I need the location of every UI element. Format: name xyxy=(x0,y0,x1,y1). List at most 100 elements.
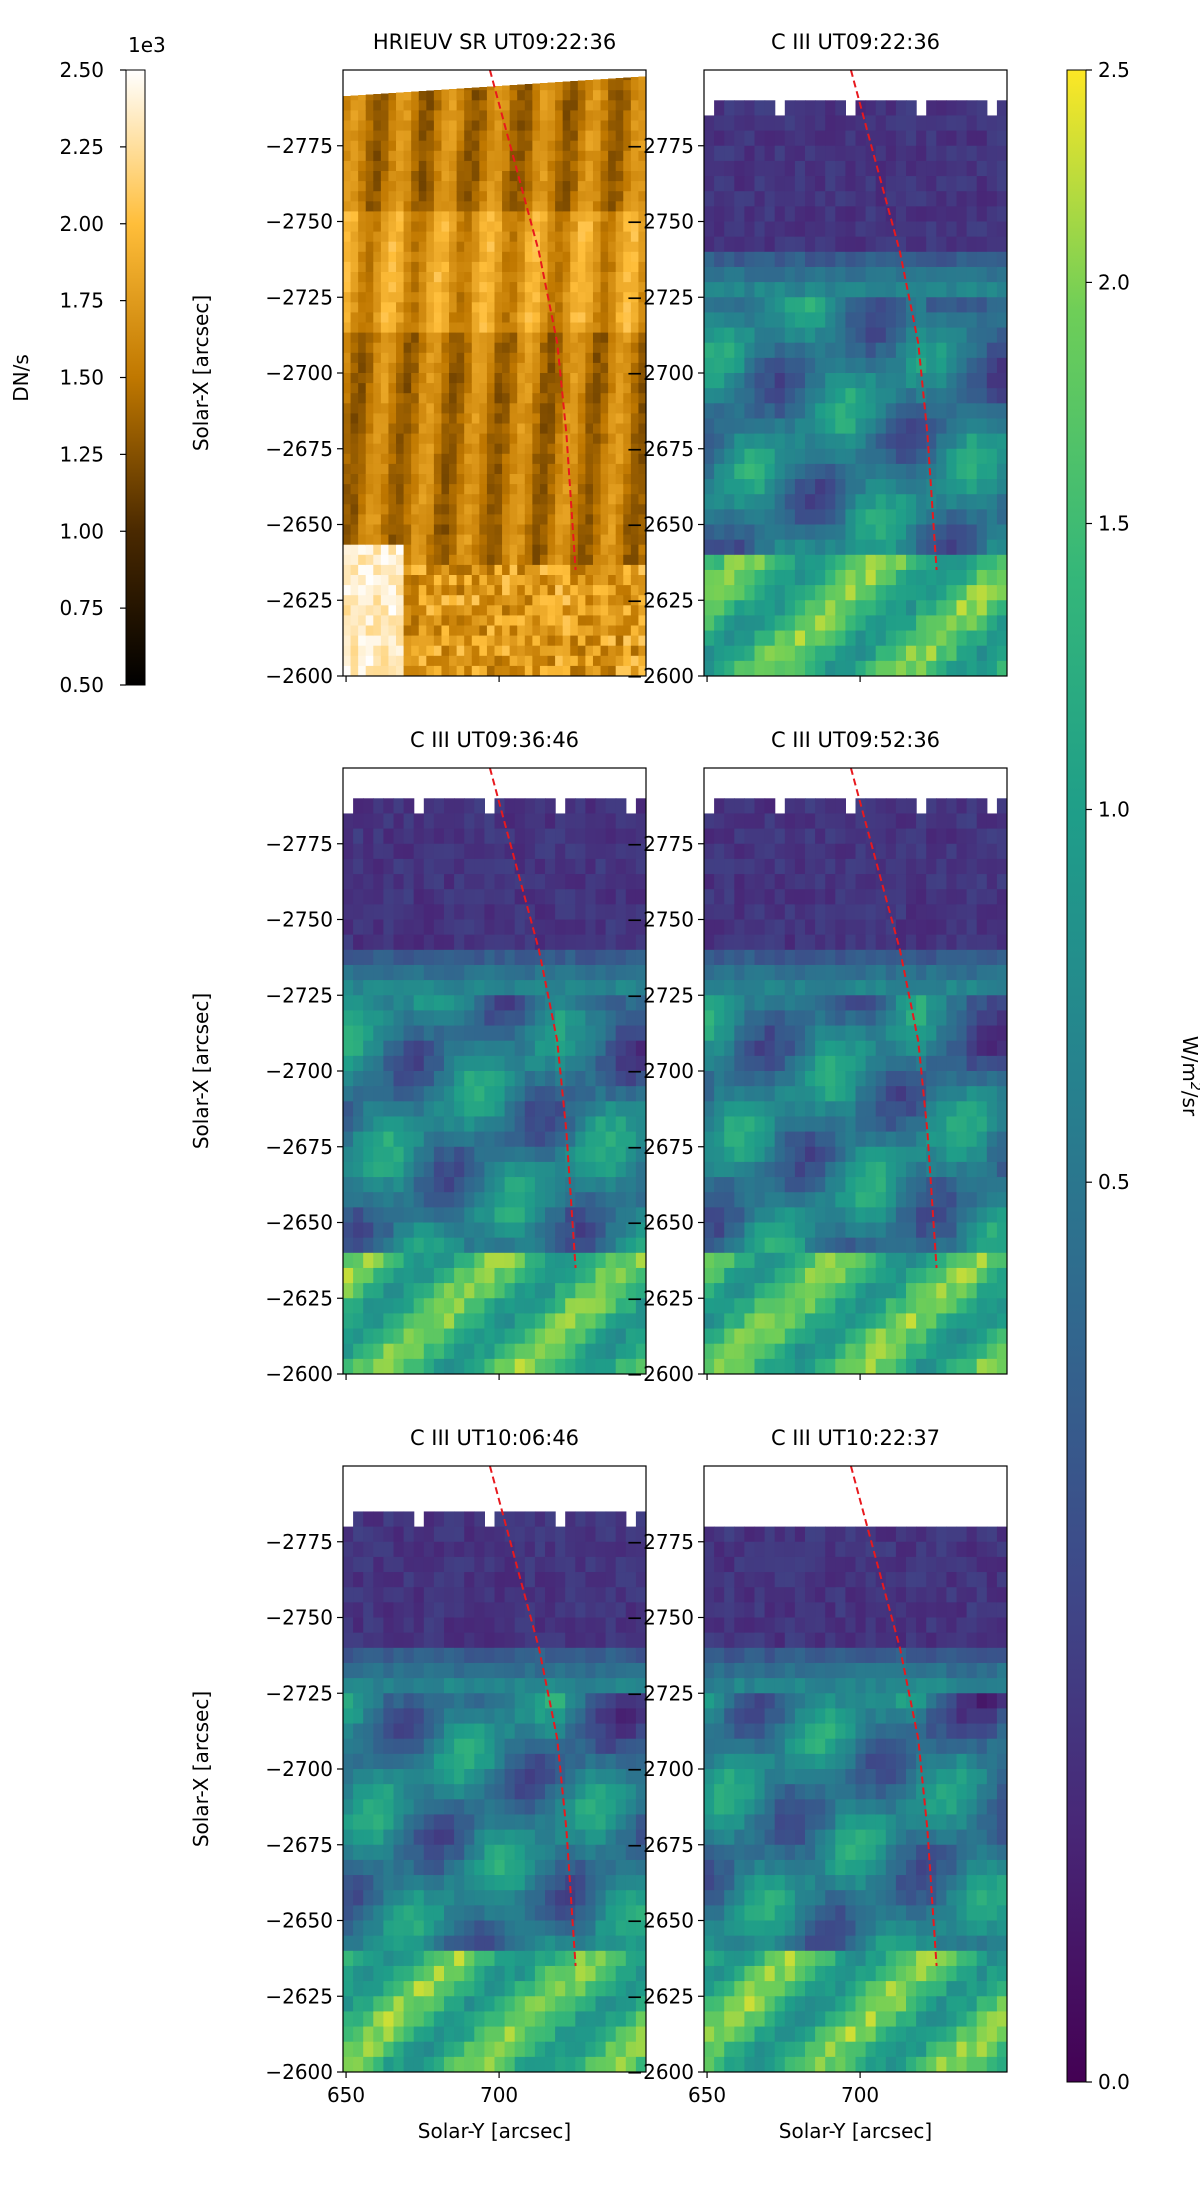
heatmap-cell xyxy=(479,645,488,657)
heatmap-cell xyxy=(623,413,632,425)
heatmap-cell xyxy=(805,160,816,177)
heatmap-cell xyxy=(433,474,443,485)
heatmap-cell xyxy=(494,1252,506,1269)
heatmap-cell xyxy=(456,90,465,101)
heatmap-cell xyxy=(373,241,382,253)
heatmap-cell xyxy=(630,221,640,233)
heatmap-cell xyxy=(486,433,496,445)
heatmap-cell xyxy=(474,1192,485,1208)
heatmap-cell xyxy=(630,443,640,455)
heatmap-cell xyxy=(365,534,374,546)
heatmap-cell xyxy=(456,433,465,445)
heatmap-cell xyxy=(514,874,526,890)
heatmap-cell xyxy=(413,995,425,1011)
heatmap-cell xyxy=(365,312,374,324)
heatmap-cell xyxy=(423,1252,435,1269)
heatmap-cell xyxy=(474,1298,485,1314)
heatmap-cell xyxy=(504,828,516,845)
heatmap-cell xyxy=(433,1343,445,1360)
heatmap-cell xyxy=(865,509,877,526)
heatmap-cell xyxy=(623,373,632,384)
heatmap-cell xyxy=(494,201,503,212)
heatmap-cell xyxy=(592,625,602,637)
heatmap-cell xyxy=(502,383,511,394)
heatmap-cell xyxy=(502,484,511,495)
heatmap-cell xyxy=(605,843,617,860)
heatmap-cell xyxy=(426,504,435,515)
heatmap-cell xyxy=(875,479,887,495)
heatmap-cell xyxy=(630,241,640,253)
heatmap-cell xyxy=(365,575,374,586)
heatmap-cell xyxy=(456,665,465,676)
heatmap-cell xyxy=(996,251,1007,268)
heatmap-cell xyxy=(418,635,427,647)
heatmap-cell xyxy=(794,176,806,192)
heatmap-cell xyxy=(592,564,602,576)
heatmap-cell xyxy=(936,524,947,541)
heatmap-cell xyxy=(562,504,571,515)
heatmap-cell xyxy=(411,231,420,243)
heatmap-cell xyxy=(592,605,602,616)
heatmap-cell xyxy=(545,858,556,875)
heatmap-cell xyxy=(353,1086,364,1102)
heatmap-cell xyxy=(441,221,450,233)
heatmap-cell xyxy=(630,504,640,515)
heatmap-cell xyxy=(744,221,756,238)
heatmap-cell xyxy=(855,191,867,207)
heatmap-cell xyxy=(623,362,632,374)
heatmap-cell xyxy=(358,110,367,122)
heatmap-cell xyxy=(363,798,374,815)
heatmap-cell xyxy=(895,206,907,223)
heatmap-cell xyxy=(396,272,405,283)
heatmap-cell xyxy=(494,1222,506,1239)
heatmap-cell xyxy=(875,448,887,465)
heatmap-cell xyxy=(976,509,988,526)
heatmap-cell xyxy=(585,635,594,647)
heatmap-cell xyxy=(855,266,867,283)
heatmap-cell xyxy=(343,1161,354,1178)
heatmap-cell xyxy=(630,292,640,303)
heatmap-cell xyxy=(484,1025,496,1042)
heatmap-cell xyxy=(608,453,617,465)
heatmap-cell xyxy=(539,312,549,324)
heatmap-cell xyxy=(585,665,594,676)
heatmap-cell xyxy=(464,373,473,384)
heatmap-cell xyxy=(343,595,352,606)
heatmap-cell xyxy=(365,251,374,263)
heatmap-cell xyxy=(570,504,579,515)
heatmap-cell xyxy=(547,160,556,172)
heatmap-cell xyxy=(350,575,359,586)
heatmap-cell xyxy=(946,630,958,647)
heatmap-cell xyxy=(373,1055,384,1072)
heatmap-cell xyxy=(411,575,420,586)
heatmap-cell xyxy=(403,828,415,845)
heatmap-cell xyxy=(635,1010,646,1027)
heatmap-cell xyxy=(514,980,526,996)
heatmap-cell xyxy=(595,1116,607,1133)
heatmap-cell xyxy=(875,191,887,207)
heatmap-cell xyxy=(600,332,609,344)
heatmap-cell xyxy=(343,171,352,182)
heatmap-cell xyxy=(946,236,958,253)
heatmap-cell xyxy=(784,524,796,541)
heatmap-cell xyxy=(514,858,526,875)
heatmap-cell xyxy=(388,575,397,586)
heatmap-cell xyxy=(845,448,857,465)
heatmap-cell xyxy=(754,266,766,283)
heatmap-cell xyxy=(704,1055,715,1072)
heatmap-cell xyxy=(532,120,541,132)
heatmap-cell xyxy=(605,1343,617,1360)
heatmap-cell xyxy=(350,110,359,122)
heatmap-cell xyxy=(638,292,646,303)
heatmap-cell xyxy=(885,615,897,632)
heatmap-cell xyxy=(600,90,609,101)
heatmap-cell xyxy=(555,514,564,526)
heatmap-cell xyxy=(570,463,579,475)
heatmap-cell xyxy=(426,463,435,475)
heatmap-cell xyxy=(615,251,624,263)
heatmap-cell xyxy=(441,302,450,313)
heatmap-cell xyxy=(433,241,443,253)
heatmap-cell xyxy=(388,120,397,132)
heatmap-cell xyxy=(926,130,937,147)
heatmap-cell xyxy=(403,1177,415,1193)
